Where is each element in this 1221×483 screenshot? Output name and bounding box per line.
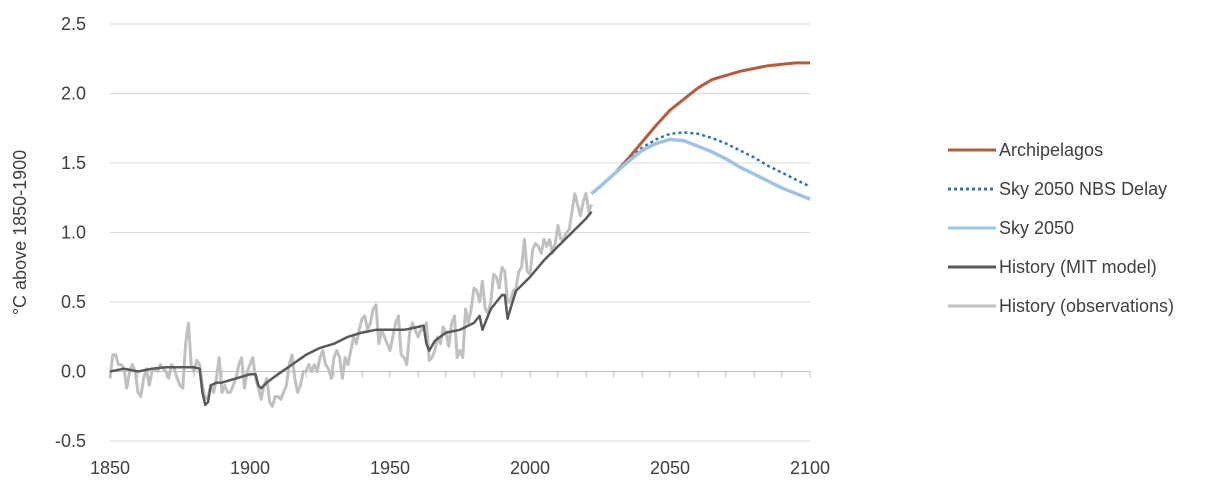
x-tick-label: 1950 — [370, 458, 410, 478]
y-tick-label: 2.5 — [61, 14, 86, 34]
y-tick-label: 0.0 — [61, 362, 86, 382]
x-tick-label: 2000 — [510, 458, 550, 478]
legend-label: Archipelagos — [999, 140, 1103, 160]
legend-label: Sky 2050 NBS Delay — [999, 179, 1167, 199]
series-line-archipelagos — [590, 61, 810, 195]
legend-label: History (observations) — [999, 296, 1174, 316]
y-tick-label: 1.5 — [61, 153, 86, 173]
x-tick-label: 1850 — [90, 458, 130, 478]
legend-label: Sky 2050 — [999, 218, 1074, 238]
y-tick-label: 2.0 — [61, 84, 86, 104]
x-tick-labels: 1850 1900 1950 2000 2050 2100 — [90, 458, 830, 478]
series-line-history-observations — [108, 192, 593, 408]
y-axis-label: °C above 1850-1900 — [10, 150, 30, 315]
x-tick-label: 2050 — [650, 458, 690, 478]
legend-label: History (MIT model) — [999, 257, 1157, 277]
y-tick-label: -0.5 — [55, 431, 86, 451]
series-line-sky-2050 — [590, 137, 811, 201]
y-tick-label: 0.5 — [61, 292, 86, 312]
series-lines — [108, 61, 811, 408]
legend: Archipelagos Sky 2050 NBS Delay Sky 2050 Hi… — [948, 140, 1174, 316]
x-tick-label: 1900 — [230, 458, 270, 478]
series-line-history-mit-model — [109, 210, 593, 407]
gridlines — [109, 23, 811, 442]
y-tick-label: 1.0 — [61, 223, 86, 243]
x-tick-label: 2100 — [790, 458, 830, 478]
y-tick-labels: -0.5 0.0 0.5 1.0 1.5 2.0 2.5 — [55, 14, 86, 451]
